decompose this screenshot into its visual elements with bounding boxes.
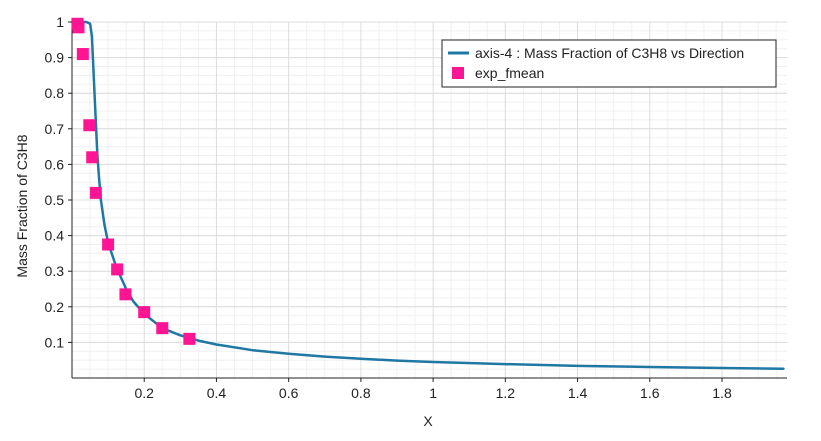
y-tick-label: 0.1 xyxy=(45,334,65,350)
x-tick-label: 1.4 xyxy=(568,385,588,401)
data-point-marker xyxy=(183,332,196,345)
y-tick-label: 0.8 xyxy=(45,85,65,101)
x-tick-label: 0.2 xyxy=(134,385,154,401)
series-points xyxy=(71,17,196,345)
data-point-marker xyxy=(111,263,124,276)
y-tick-label: 0.5 xyxy=(45,192,65,208)
data-point-marker xyxy=(156,322,169,335)
major-grid xyxy=(72,21,787,378)
data-point-marker xyxy=(138,306,151,319)
x-tick-label: 0.8 xyxy=(351,385,371,401)
y-tick-label: 0.2 xyxy=(45,299,65,315)
legend: axis-4 : Mass Fraction of C3H8 vs Direct… xyxy=(441,39,777,88)
x-tick-label: 1.2 xyxy=(496,385,516,401)
data-point-marker xyxy=(83,119,96,132)
data-point-marker xyxy=(119,288,132,301)
y-tick-label: 1 xyxy=(56,14,64,30)
data-point-marker xyxy=(102,238,115,251)
data-point-marker xyxy=(86,151,99,164)
y-tick-label: 0.4 xyxy=(45,228,65,244)
y-tick-label: 0.9 xyxy=(45,50,65,66)
data-point-marker xyxy=(89,186,102,199)
data-point-marker xyxy=(76,48,89,61)
y-tick-label: 0.3 xyxy=(45,263,65,279)
y-axis-title: Mass Fraction of C3H8 xyxy=(14,134,30,277)
legend-label-series-2: exp_fmean xyxy=(475,65,544,81)
y-tick-label: 0.7 xyxy=(45,121,65,137)
series-line-1 xyxy=(70,20,785,370)
series-lines xyxy=(70,20,785,370)
x-tick-label: 1.6 xyxy=(640,385,660,401)
y-tick-label: 0.6 xyxy=(45,156,65,172)
x-axis-title: X xyxy=(423,413,433,429)
y-axis-ticks: 0.1 0.2 0.3 0.4 0.5 0.6 0.7 0.8 0.9 1 xyxy=(45,14,72,350)
legend-box xyxy=(441,39,777,88)
x-tick-label: 0.6 xyxy=(279,385,299,401)
legend-marker-swatch xyxy=(452,67,464,79)
data-point-marker xyxy=(72,21,85,34)
x-tick-label: 1.8 xyxy=(712,385,732,401)
x-tick-label: 1 xyxy=(429,385,437,401)
x-tick-label: 0.4 xyxy=(207,385,227,401)
legend-label-series-1: axis-4 : Mass Fraction of C3H8 vs Direct… xyxy=(475,45,744,61)
x-axis-ticks: 0.2 0.4 0.6 0.8 1 1.2 1.4 1.6 1.8 xyxy=(134,378,732,401)
